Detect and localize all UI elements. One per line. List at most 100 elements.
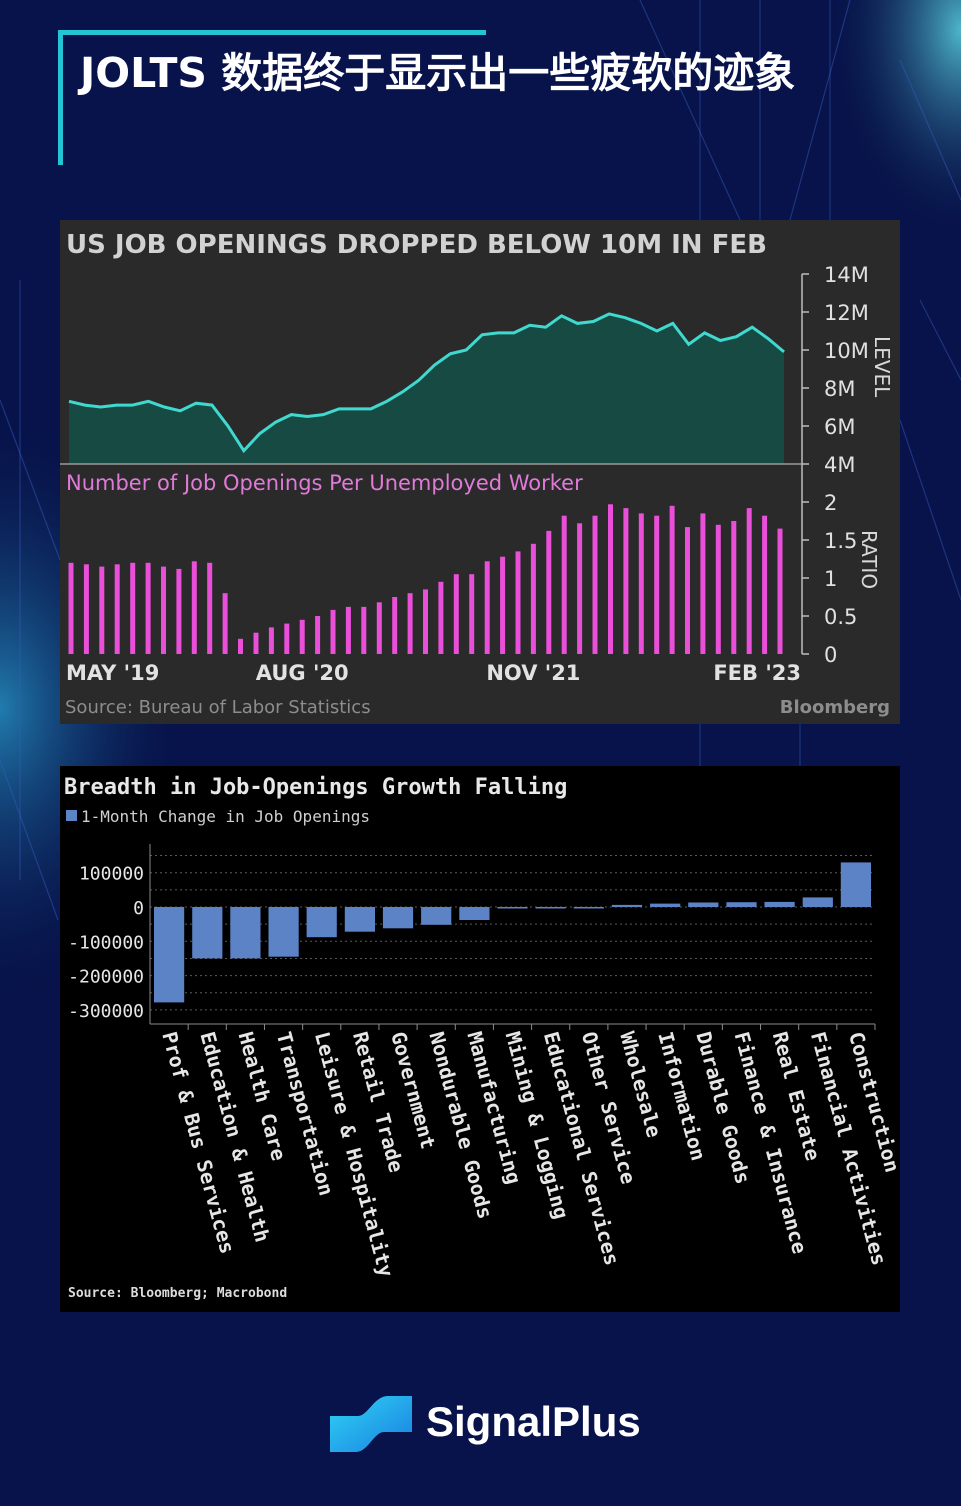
sector-bar [344,907,375,932]
sector-bar [611,904,643,907]
title-frame-top-line [58,30,486,35]
ratio-bar [484,561,490,654]
ratio-bar [469,574,475,654]
ratio-bar [577,523,583,654]
ratio-bar [361,606,367,654]
ratio-bar-series [68,504,783,654]
sector-bar [268,907,299,957]
ratio-bar [145,562,151,654]
ratio-axis-label: RATIO [857,530,881,589]
y-tick-label: -300000 [68,1001,144,1022]
brand-name: SignalPlus [426,1398,641,1445]
ratio-bar [715,524,721,654]
ratio-bar [407,593,413,654]
ratio-bar [438,581,444,654]
level-axis-label: LEVEL [870,336,894,398]
breadth-source-note: Source: Bloomberg; Macrobond [68,1286,287,1301]
y-tick-label: 0 [133,898,144,919]
sector-bar [421,907,452,925]
ratio-bar [176,568,182,654]
ratio-bar [608,504,613,654]
level-tick-label: 8M [824,377,855,401]
ratio-bar [777,528,783,654]
sector-bar [382,907,414,929]
breadth-chart-title: Breadth in Job-Openings Growth Falling [64,775,567,800]
sector-bar [573,907,604,909]
right-axis: 14M 12M 10M 8M 6M 4M 2 1.5 1 0.5 0 [801,263,869,667]
sector-bar [459,907,490,920]
sector-bar [650,903,681,907]
job-openings-chart-panel: US JOB OPENINGS DROPPED BELOW 10M IN FEB… [60,220,900,724]
ratio-bar [546,530,552,654]
x-axis-ticks: MAY '19 AUG '20 NOV '21 FEB '23 [66,661,801,685]
ratio-tick-label: 0.5 [824,605,857,629]
ratio-bar [685,527,690,654]
ratio-bar [253,632,259,654]
job-openings-chart: US JOB OPENINGS DROPPED BELOW 10M IN FEB… [60,230,894,718]
ratio-bar [345,606,351,654]
ratio-bar [268,627,274,654]
ratio-bar [762,515,768,654]
ratio-bar [592,515,598,654]
bloomberg-logo: Bloomberg [780,697,890,718]
title-frame-left-line [58,30,63,165]
ratio-bar [376,602,382,654]
breadth-chart: Breadth in Job-Openings Growth Falling 1… [64,775,905,1301]
level-area-series [60,312,802,465]
ratio-tick-label: 1.5 [824,529,857,553]
signalplus-logo: SignalPlus [328,1392,648,1456]
legend-label: 1-Month Change in Job Openings [81,807,370,826]
ratio-bar [561,515,567,654]
chart-title: US JOB OPENINGS DROPPED BELOW 10M IN FEB [66,230,767,260]
x-tick-label: AUG '20 [256,661,349,685]
level-tick-label: 12M [824,301,869,325]
x-tick-label: FEB '23 [713,661,801,685]
level-area-fill [69,313,784,464]
ratio-bar [654,515,660,654]
ratio-bar [731,521,737,654]
ratio-bar [83,564,89,654]
sector-bar [306,907,337,938]
ratio-bar [453,574,459,654]
sector-bar [192,907,223,959]
ratio-bar [114,564,120,654]
ratio-bar [207,562,213,654]
ratio-bar [530,543,536,654]
ratio-bar [392,597,398,654]
ratio-tick-label: 1 [824,567,837,591]
level-tick-label: 10M [824,339,869,363]
sector-bar-series [154,862,871,1003]
level-tick-label: 6M [824,415,855,439]
legend-swatch [66,810,77,821]
ratio-bar [623,508,629,654]
ratio-bar [700,513,706,654]
ratio-tick-label: 0 [824,643,837,667]
signalplus-logo-icon [330,1396,412,1452]
sector-bar [726,902,757,907]
level-tick-label: 14M [824,263,869,287]
ratio-bar [669,505,675,654]
ratio-bar [284,623,290,654]
level-line [68,312,785,454]
sector-bar [802,897,833,907]
y-axis-ticks: 100000 0 -100000 -200000 -300000 [68,864,144,1022]
x-tick-label: NOV '21 [486,661,580,685]
ratio-bar [515,551,521,654]
y-tick-label: -200000 [68,967,144,988]
y-tick-label: -100000 [68,932,144,953]
x-tick-label: MAY '19 [66,661,159,685]
ratio-bar [299,619,305,654]
ratio-bar [99,566,105,654]
ratio-bar [238,638,243,654]
sector-bar [764,901,795,907]
ratio-bar [746,508,752,654]
y-tick-label: 100000 [79,864,144,885]
breadth-chart-panel: Breadth in Job-Openings Growth Falling 1… [60,766,905,1312]
ratio-tick-label: 2 [824,491,837,515]
title-frame: JOLTS 数据终于显示出一些疲软的迹象 [58,30,938,165]
source-note: Source: Bureau of Labor Statistics [65,697,371,718]
ratio-bar [500,556,506,654]
ratio-bar [315,616,321,654]
sector-bar [230,907,261,959]
ratio-bar [638,513,644,654]
